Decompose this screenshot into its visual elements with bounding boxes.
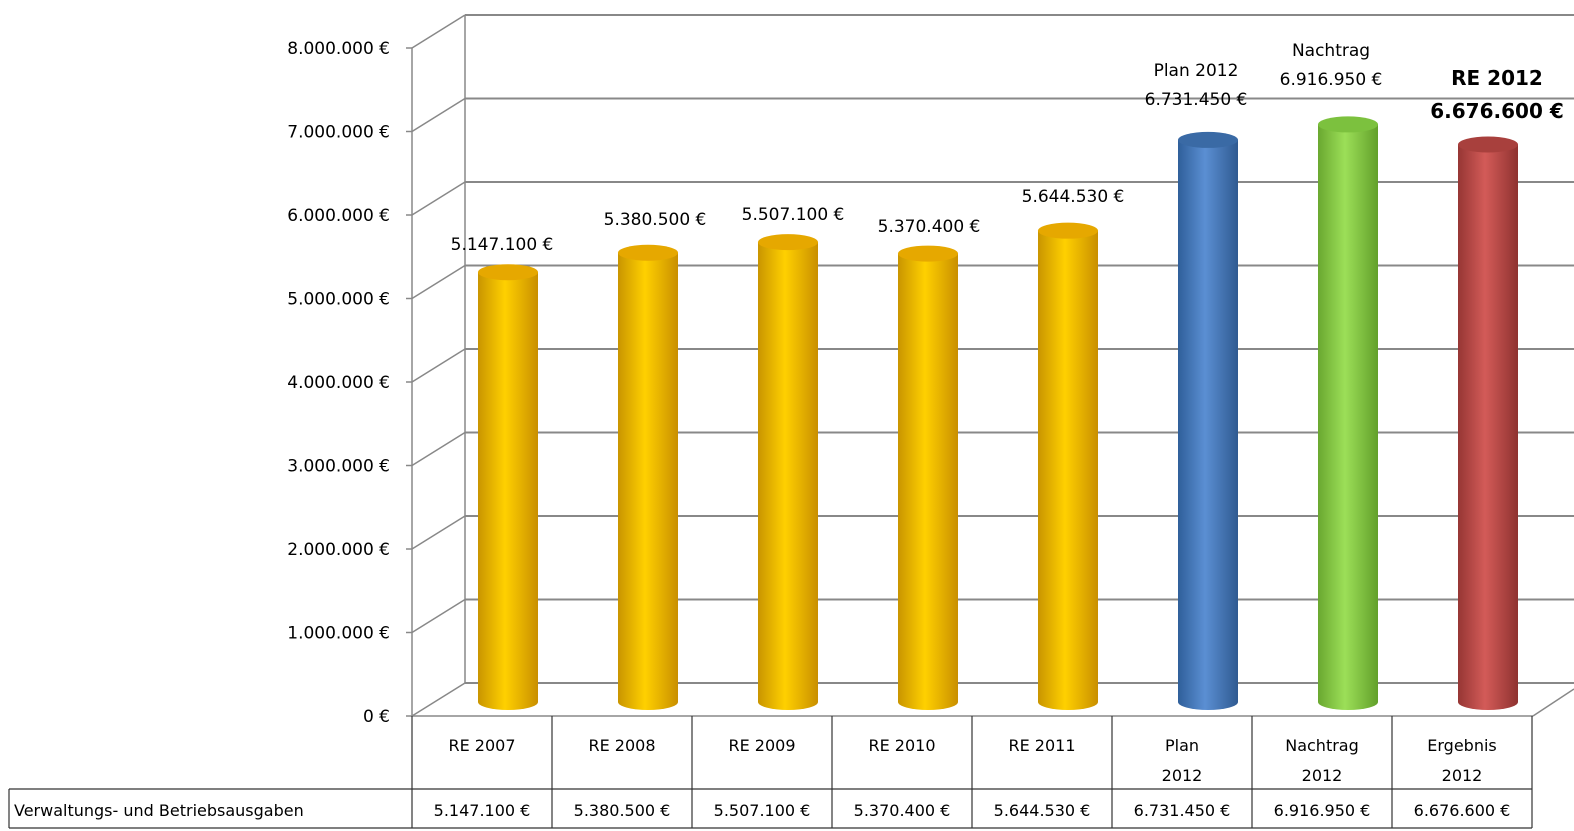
gridline-depth: [411, 515, 466, 550]
bar: [618, 244, 678, 710]
x-category-label: Nachtrag: [1285, 736, 1359, 755]
bar: [478, 264, 538, 710]
table-cell: 5.147.100 €: [434, 801, 531, 820]
bar-body: [898, 253, 958, 710]
table-cell: 5.380.500 €: [574, 801, 671, 820]
data-label: 5.380.500 €: [604, 210, 707, 230]
bar: [1178, 131, 1238, 710]
x-category-label: RE 2008: [588, 736, 655, 755]
bar-cap: [1318, 116, 1378, 133]
bar-cap: [758, 234, 818, 251]
table-cell: 6.916.950 €: [1274, 801, 1371, 820]
gridline-depth: [411, 598, 466, 634]
y-tick-label: 0 €: [363, 707, 390, 727]
y-tick-label: 6.000.000 €: [287, 206, 390, 226]
bar-body: [478, 272, 538, 710]
x-category-label: Ergebnis: [1427, 736, 1496, 755]
y-tick-label: 7.000.000 €: [287, 123, 390, 143]
y-tick-label: 1.000.000 €: [287, 624, 390, 644]
y-tick-label: 8.000.000 €: [287, 39, 390, 59]
data-table: RE 2007 RE 2008 RE 2009 RE 2010 RE 2011 Plan 2…: [8, 716, 1533, 829]
table-cell: 5.644.530 €: [994, 801, 1091, 820]
bar-cap: [1178, 131, 1238, 148]
bar: [1458, 136, 1518, 710]
table-cell: 5.370.400 €: [854, 801, 951, 820]
y-tick-label: 4.000.000 €: [287, 373, 390, 393]
data-label: 6.731.450 €: [1145, 90, 1248, 110]
axes: 0 € 1.000.000 € 2.000.000 € 3.000.000 € 4.00…: [287, 39, 1574, 727]
gridline-depth: [411, 14, 466, 49]
bar-body: [618, 252, 678, 710]
data-label: RE 2012: [1451, 66, 1543, 90]
y-tick-label: 2.000.000 €: [287, 540, 390, 560]
bar-body: [1038, 230, 1098, 710]
bar-cap: [898, 245, 958, 262]
table-cell: 5.507.100 €: [714, 801, 811, 820]
data-label: 6.676.600 €: [1430, 99, 1564, 123]
data-label: 6.916.950 €: [1280, 70, 1383, 90]
bar: [1318, 116, 1378, 710]
bar-body: [1458, 144, 1518, 710]
x-category-label: RE 2009: [728, 736, 795, 755]
gridline-depth: [411, 348, 466, 383]
x-category-label: 2012: [1162, 766, 1203, 785]
x-category-label: 2012: [1442, 766, 1483, 785]
bar: [898, 245, 958, 710]
x-category-label: 2012: [1302, 766, 1343, 785]
gridline-depth: [411, 181, 466, 216]
data-labels: 5.147.100 € 5.380.500 € 5.507.100 € 5.370.4…: [451, 41, 1564, 255]
bar-body: [758, 242, 818, 710]
table-cell: 6.731.450 €: [1134, 801, 1231, 820]
data-label: 5.507.100 €: [742, 205, 845, 225]
bar-body: [1318, 124, 1378, 710]
bars: [478, 116, 1518, 710]
x-category-label: RE 2010: [868, 736, 935, 755]
gridline-depth: [411, 264, 466, 300]
data-label: 5.644.530 €: [1022, 187, 1125, 207]
data-label: 5.370.400 €: [878, 217, 981, 237]
gridlines: [411, 14, 1574, 717]
bar-body: [1178, 139, 1238, 710]
bar: [758, 234, 818, 710]
y-tick-label: 5.000.000 €: [287, 290, 390, 310]
bar: [1038, 222, 1098, 710]
bar-cap: [1458, 136, 1518, 153]
data-label: 5.147.100 €: [451, 235, 554, 255]
gridline-depth: [411, 682, 466, 717]
gridline-depth: [411, 431, 466, 467]
bar-cap: [478, 264, 538, 281]
x-category-label: RE 2007: [448, 736, 515, 755]
data-label: Plan 2012: [1154, 61, 1239, 81]
table-cell: 6.676.600 €: [1414, 801, 1511, 820]
gridline-depth: [411, 97, 466, 133]
y-tick-label: 3.000.000 €: [287, 457, 390, 477]
floor-edge: [1532, 688, 1574, 717]
x-category-label: RE 2011: [1008, 736, 1075, 755]
bar-cap: [618, 244, 678, 261]
x-category-label: Plan: [1165, 736, 1199, 755]
table-row-label: Verwaltungs- und Betriebsausgaben: [14, 801, 304, 820]
bar-cap: [1038, 222, 1098, 239]
data-label: Nachtrag: [1292, 41, 1370, 61]
